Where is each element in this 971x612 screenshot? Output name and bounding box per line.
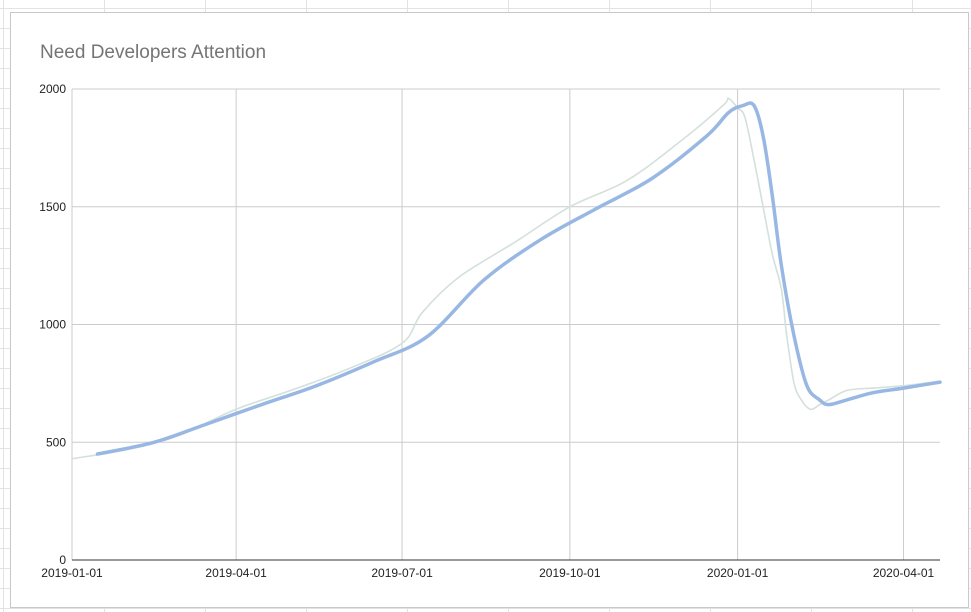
tick-labels: 0 500 1000 1500 2000 2019-01-01 2019-04-01 2019… — [39, 82, 934, 580]
series-lines — [71, 97, 942, 460]
grid-lines — [71, 88, 940, 560]
x-tick-label: 2019-04-01 — [205, 566, 267, 580]
y-tick-label: 2000 — [39, 82, 66, 96]
y-tick-label: 0 — [59, 553, 66, 567]
y-tick-label: 1500 — [39, 200, 66, 214]
line-chart: 0 500 1000 1500 2000 2019-01-01 2019-04-01 2019… — [39, 82, 942, 580]
x-tick-label: 2020-04-01 — [873, 566, 935, 580]
x-tick-label: 2019-01-01 — [41, 566, 103, 580]
chart-title: Need Developers Attention — [40, 42, 267, 63]
x-tick-label: 2019-10-01 — [539, 566, 601, 580]
series-line-2 — [95, 101, 942, 456]
y-tick-label: 500 — [46, 435, 66, 449]
chart-card[interactable]: Need Developers Attention 0 500 1000 1500 20… — [10, 12, 969, 608]
y-tick-label: 1000 — [39, 318, 66, 332]
series-line-1 — [71, 97, 941, 460]
x-tick-label: 2019-07-01 — [371, 566, 433, 580]
x-tick-label: 2020-01-01 — [707, 566, 769, 580]
